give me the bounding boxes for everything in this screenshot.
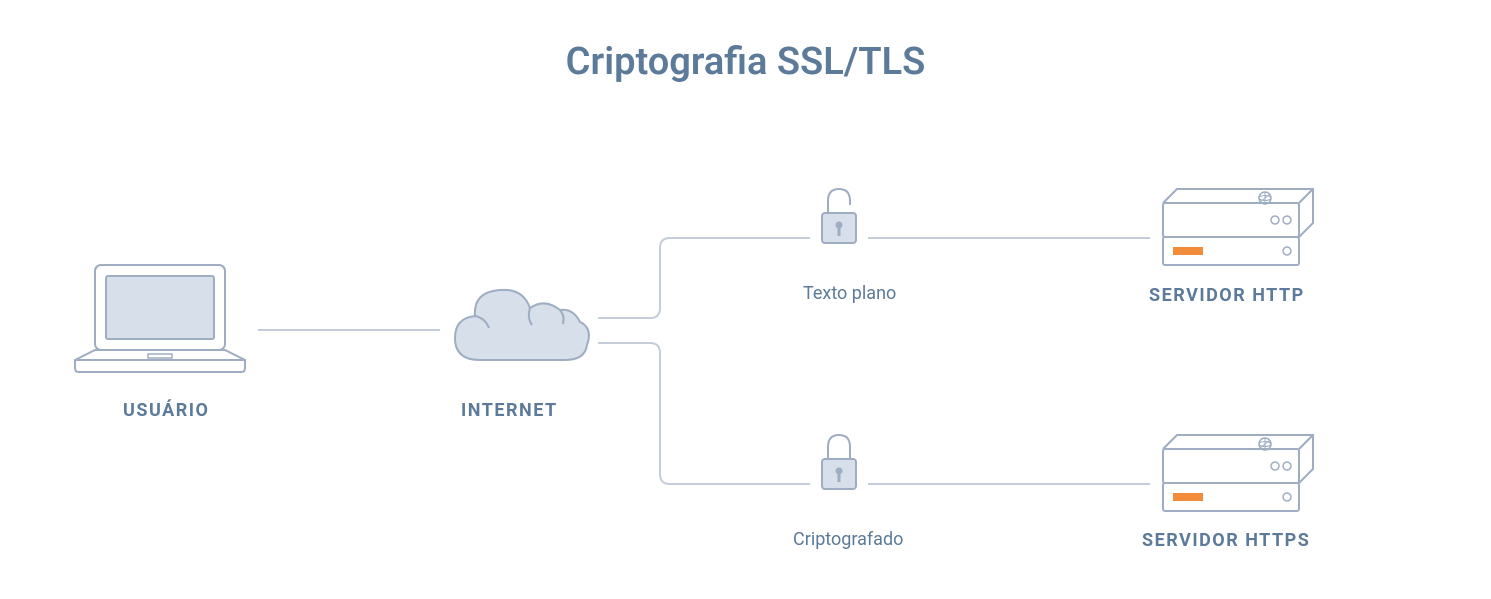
lock-icon: [810, 431, 868, 491]
https-server-label: SERVIDOR HTTPS: [1142, 530, 1310, 551]
encrypted-label: Criptografado: [793, 529, 903, 550]
unlock-icon: [810, 185, 868, 245]
internet-label: INTERNET: [461, 400, 558, 421]
user-label: USUÁRIO: [123, 400, 209, 421]
plaintext-label: Texto plano: [803, 283, 896, 304]
server-https-icon: [1155, 431, 1320, 516]
laptop-icon: [70, 260, 250, 375]
diagram-title: Criptografia SSL/TLS: [0, 40, 1491, 84]
http-server-label: SERVIDOR HTTP: [1149, 285, 1305, 306]
cloud-icon: [445, 280, 595, 380]
server-http-icon: [1155, 185, 1320, 270]
